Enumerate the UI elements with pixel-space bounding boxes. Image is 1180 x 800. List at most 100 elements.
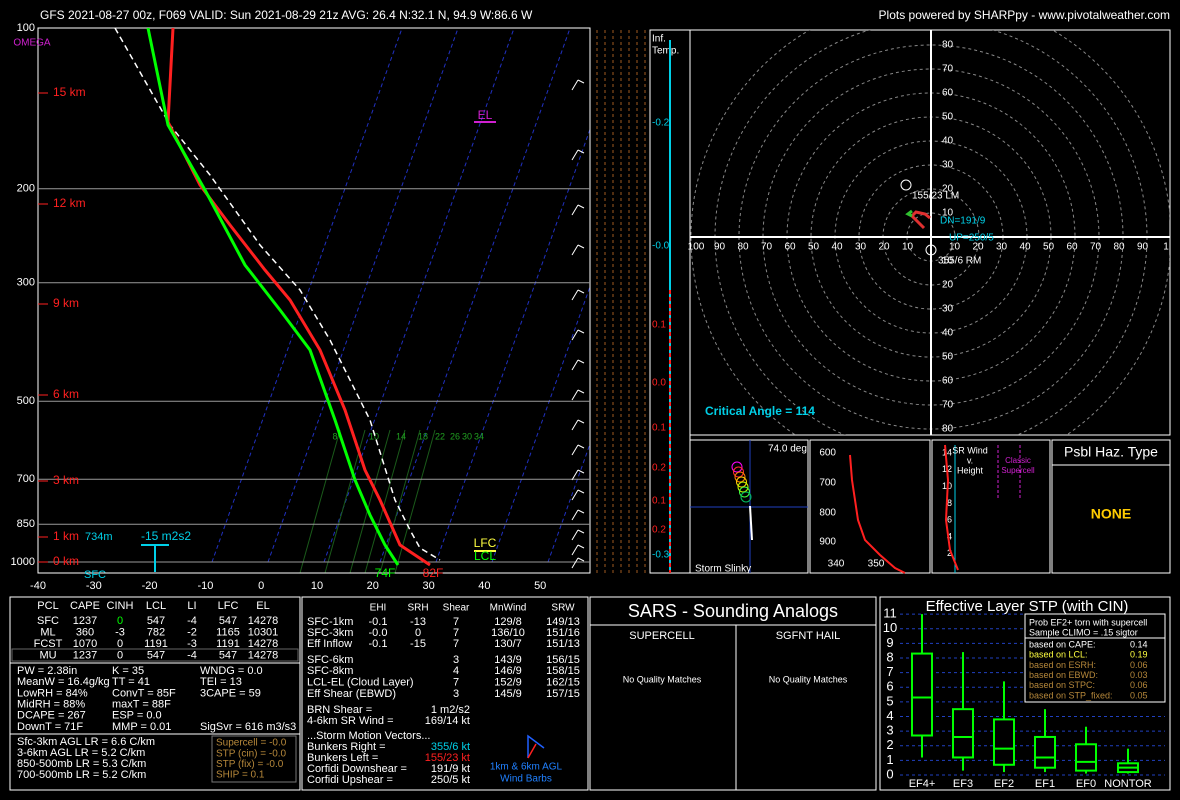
wind-barb bbox=[571, 529, 579, 541]
isotherm bbox=[323, 28, 515, 563]
omega-label: OMEGA bbox=[13, 38, 51, 49]
index-value: PW = 2.38in bbox=[17, 665, 77, 677]
wind-barb bbox=[571, 489, 579, 501]
kinematics-cell: 162/15 bbox=[546, 677, 580, 689]
prob-value: 0.06 bbox=[1130, 660, 1148, 670]
wind-barb-1km bbox=[527, 743, 537, 759]
parcel-cell: 0 bbox=[117, 615, 123, 627]
kinematics-header: SRW bbox=[551, 603, 575, 614]
index-value: MeanW = 16.4g/kg bbox=[17, 676, 110, 688]
hodograph-ring-label: 10 bbox=[942, 256, 954, 267]
kinematics-cell: LCL-EL (Cloud Layer) bbox=[307, 677, 414, 689]
hodograph-ring-label: 40 bbox=[942, 328, 954, 339]
hodograph-ring-label: 40 bbox=[831, 242, 843, 253]
sfc-dewpoint: 74F bbox=[375, 566, 396, 580]
hodograph-ring-label: 40 bbox=[1019, 242, 1031, 253]
hodograph-ring-label: 70 bbox=[1090, 242, 1102, 253]
prob-value: 0.05 bbox=[1130, 690, 1148, 700]
index-value: DownT = 71F bbox=[17, 721, 83, 733]
theta-e-pressure: 900 bbox=[819, 537, 836, 548]
parcel-cell: 1237 bbox=[73, 649, 97, 661]
stp-category: EF4+ bbox=[909, 778, 936, 790]
stp-box bbox=[993, 718, 1015, 766]
stp-tick-label: 0 bbox=[886, 766, 893, 781]
parcel-cell: 1165 bbox=[216, 626, 240, 638]
hodograph-ring-label: 20 bbox=[942, 184, 954, 195]
parcel-cell: 782 bbox=[147, 626, 165, 638]
mixing-ratio-line bbox=[394, 429, 436, 573]
parcel-cell: -2 bbox=[187, 626, 197, 638]
hodograph-ring-label: 30 bbox=[855, 242, 867, 253]
brn-value: 1 m2/s2 bbox=[431, 704, 470, 716]
sr-wind-label: 4-6km SR Wind = bbox=[307, 715, 394, 727]
prob-box bbox=[1024, 613, 1166, 703]
kinematics-cell: 7 bbox=[453, 616, 459, 628]
prob-label: based on EBWD: bbox=[1029, 670, 1098, 680]
sars-panel bbox=[589, 596, 877, 791]
prob-value: 0.06 bbox=[1130, 680, 1148, 690]
inferred-temp-title: Temp. bbox=[652, 46, 679, 57]
slinky-ring bbox=[733, 466, 744, 478]
isotherm bbox=[435, 127, 590, 563]
stp-tick-label: 4 bbox=[886, 708, 893, 723]
kinematics-cell: 157/15 bbox=[546, 688, 580, 700]
hodograph-trace bbox=[905, 209, 913, 218]
slinky-ring bbox=[734, 471, 746, 483]
stp-box bbox=[1034, 735, 1056, 769]
parcel-cell: -3 bbox=[187, 638, 197, 650]
wind-barb bbox=[571, 389, 579, 401]
left-mover bbox=[900, 179, 912, 191]
hodograph-lm: 155/23 LM bbox=[912, 191, 959, 202]
wind-barb bbox=[571, 544, 579, 556]
parcel-header: CAPE bbox=[70, 600, 100, 612]
slinky-ring bbox=[740, 491, 752, 503]
index-value: K = 35 bbox=[112, 665, 144, 677]
wind-barb bbox=[571, 557, 579, 569]
kinematics-header: Shear bbox=[443, 603, 470, 614]
inferred-temp-value: -0.3 bbox=[652, 550, 670, 561]
mixing-ratio-label: 26 bbox=[450, 431, 460, 441]
height-label: 1 km bbox=[53, 529, 79, 543]
kinematics-cell: 0 bbox=[415, 627, 421, 639]
hodograph-ring-label: 10 bbox=[942, 208, 954, 219]
kinematics-cell: 3 bbox=[453, 688, 459, 700]
hodograph-ring-label: 50 bbox=[1043, 242, 1055, 253]
kinematics-cell: 129/8 bbox=[494, 616, 522, 628]
wind-barb bbox=[577, 79, 585, 84]
sr-wind-title: v. bbox=[967, 455, 973, 465]
theta-e-temp: 340 bbox=[828, 559, 845, 570]
height-label: 15 km bbox=[53, 85, 86, 99]
pressure-label: 100 bbox=[17, 22, 35, 34]
hodograph-ring-label: 30 bbox=[942, 304, 954, 315]
kinematics-cell: -13 bbox=[410, 616, 426, 628]
sars-title: SARS - Sounding Analogs bbox=[628, 601, 838, 621]
composite-box bbox=[211, 735, 297, 783]
prob-title: Prob EF2+ torn with supercell bbox=[1029, 617, 1147, 627]
index-value: 3CAPE = 59 bbox=[200, 687, 261, 699]
brn-label: BRN Shear = bbox=[307, 704, 372, 716]
height-label: 9 km bbox=[53, 296, 79, 310]
inferred-temp-value: 0.2 bbox=[652, 525, 666, 536]
isotherm bbox=[379, 28, 571, 563]
stp-panel bbox=[879, 596, 1171, 791]
temperature-label: -20 bbox=[142, 580, 158, 592]
hodograph-ring-label: 90 bbox=[1137, 242, 1149, 253]
wind-barb bbox=[571, 444, 579, 456]
index-value: WNDG = 0.0 bbox=[200, 665, 263, 677]
parcel-cell: MU bbox=[39, 649, 56, 661]
composite-index: STP (cin) = -0.0 bbox=[216, 748, 287, 759]
kinematics-cell: 156/15 bbox=[546, 654, 580, 666]
hodograph-ring-label: 100 bbox=[688, 242, 705, 253]
sr-wind-title: Height bbox=[957, 465, 984, 475]
stp-box bbox=[1075, 743, 1097, 772]
wind-barb-legend: 1km & 6km AGL bbox=[490, 762, 563, 773]
isotherm bbox=[267, 28, 459, 563]
wind-barb bbox=[571, 359, 579, 371]
inferred-temp-value: 0.1 bbox=[652, 320, 666, 331]
theta-e-pressure: 600 bbox=[819, 448, 836, 459]
wind-barb bbox=[577, 359, 585, 364]
pressure-label: 1000 bbox=[11, 556, 35, 568]
stp-tick-label: 3 bbox=[886, 723, 893, 738]
stp-title: Effective Layer STP (with CIN) bbox=[926, 598, 1129, 615]
index-value: maxT = 88F bbox=[112, 699, 171, 711]
